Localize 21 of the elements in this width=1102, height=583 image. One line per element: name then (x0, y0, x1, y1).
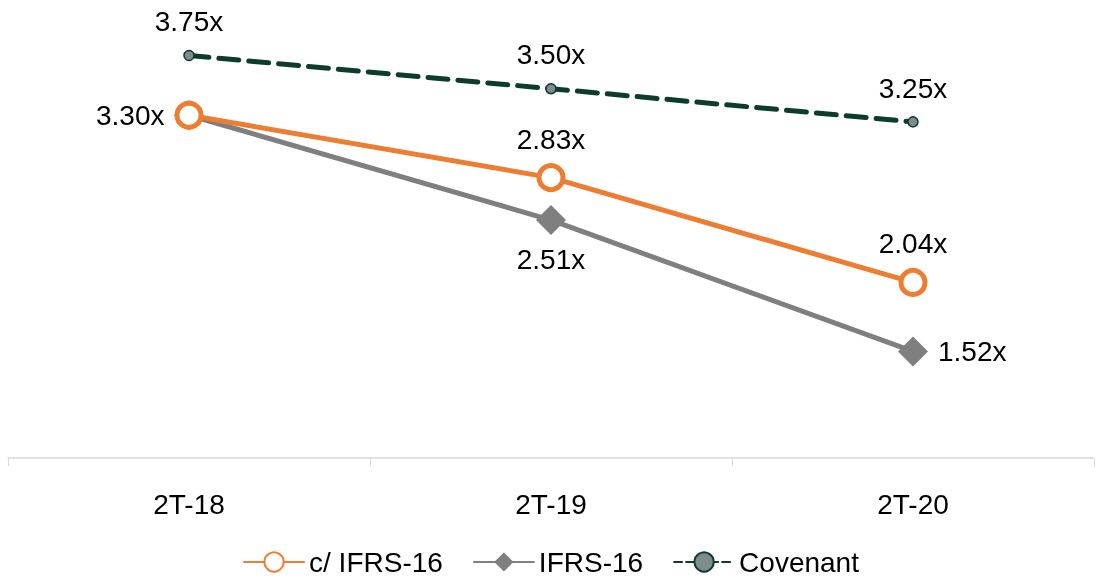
data-label: 2.51x (516, 243, 586, 275)
point (183, 49, 195, 62)
x-tick-label: 2T-18 (153, 488, 225, 520)
legend-label: Covenant (739, 546, 860, 578)
point (545, 82, 557, 95)
data-label: 2.04x (878, 228, 948, 260)
legend-label: IFRS-16 (538, 546, 644, 578)
data-label: 3.75x (154, 6, 224, 38)
x-tick-label: 2T-19 (515, 488, 587, 520)
point (907, 116, 919, 128)
point (898, 267, 928, 297)
data-label: 3.50x (516, 39, 586, 71)
data-label: 3.30x (96, 99, 165, 131)
point (898, 336, 928, 367)
data-label: 2.83x (516, 123, 586, 155)
x-tick-label: 2T-20 (877, 488, 949, 520)
point (536, 205, 566, 236)
point (536, 163, 566, 193)
data-label: 3.25x (878, 72, 948, 104)
legend-label: c/ IFRS-16 (309, 546, 443, 578)
data-label: 1.52x (938, 335, 1007, 367)
